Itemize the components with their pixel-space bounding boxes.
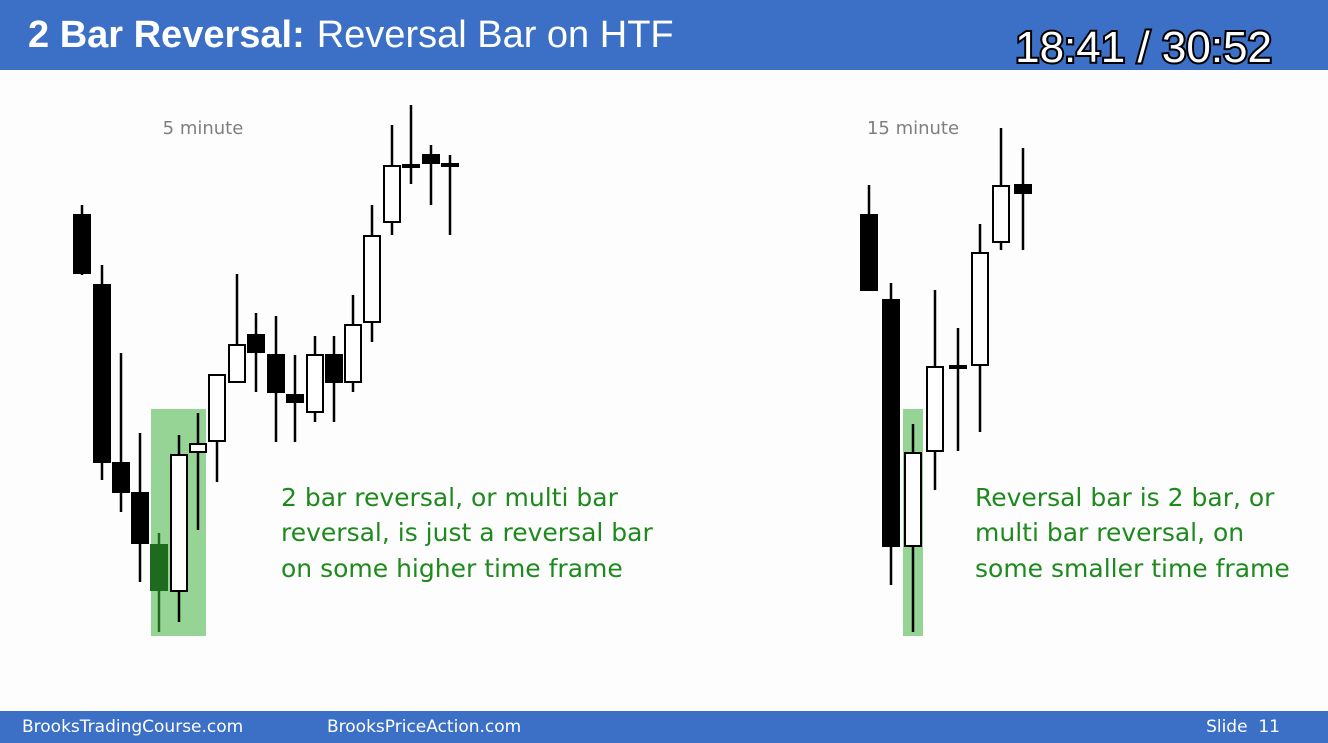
candles bbox=[73, 105, 1032, 632]
candle-body bbox=[949, 365, 967, 369]
candle-body bbox=[286, 394, 304, 403]
candle-body bbox=[1014, 184, 1032, 194]
header-bar bbox=[0, 0, 1328, 70]
candle-body bbox=[208, 374, 226, 442]
candle-body bbox=[150, 544, 168, 591]
candle-body bbox=[926, 366, 944, 452]
timer: 18:41 / 30:52 bbox=[1015, 23, 1272, 72]
candle-body bbox=[189, 443, 207, 453]
annotation-line: on some higher time frame bbox=[281, 554, 623, 583]
annotation-line: reversal, is just a reversal bar bbox=[281, 518, 653, 547]
candle-body bbox=[73, 214, 91, 274]
candle-body bbox=[882, 299, 900, 547]
annotation-line: 2 bar reversal, or multi bar bbox=[281, 483, 619, 512]
footer-bar bbox=[0, 711, 1328, 743]
slide-number: Slide 11 bbox=[1206, 717, 1280, 737]
candle-body bbox=[306, 354, 324, 413]
annotation-line: multi bar reversal, on bbox=[975, 518, 1244, 547]
footer-link: BrooksTradingCourse.com bbox=[22, 717, 243, 737]
candle-body bbox=[170, 454, 188, 592]
candle-body bbox=[267, 354, 285, 393]
candle-body bbox=[131, 492, 149, 544]
title: 2 Bar Reversal: Reversal Bar on HTF bbox=[28, 14, 674, 56]
candle-body bbox=[441, 163, 459, 167]
title-bold: 2 Bar Reversal: bbox=[28, 14, 305, 56]
candle-body bbox=[992, 185, 1010, 243]
candle-body bbox=[904, 452, 922, 547]
candle-body bbox=[402, 164, 420, 168]
candle-body bbox=[971, 252, 989, 366]
chart-label: 15 minute bbox=[867, 118, 959, 139]
candle-body bbox=[383, 165, 401, 223]
candle-body bbox=[860, 214, 878, 291]
candle-body bbox=[325, 354, 343, 383]
candle-body bbox=[112, 462, 130, 493]
candle-body bbox=[228, 344, 246, 383]
candle-body bbox=[363, 235, 381, 323]
footer-link: BrooksPriceAction.com bbox=[327, 717, 521, 737]
candle-body bbox=[344, 324, 362, 383]
title-rest: Reversal Bar on HTF bbox=[317, 14, 674, 56]
chart-label: 5 minute bbox=[163, 118, 244, 139]
candle-body bbox=[247, 334, 265, 353]
annotation-line: Reversal bar is 2 bar, or bbox=[975, 483, 1275, 512]
candle-body bbox=[422, 154, 440, 164]
annotation-line: some smaller time frame bbox=[975, 554, 1290, 583]
candle-body bbox=[93, 284, 111, 463]
